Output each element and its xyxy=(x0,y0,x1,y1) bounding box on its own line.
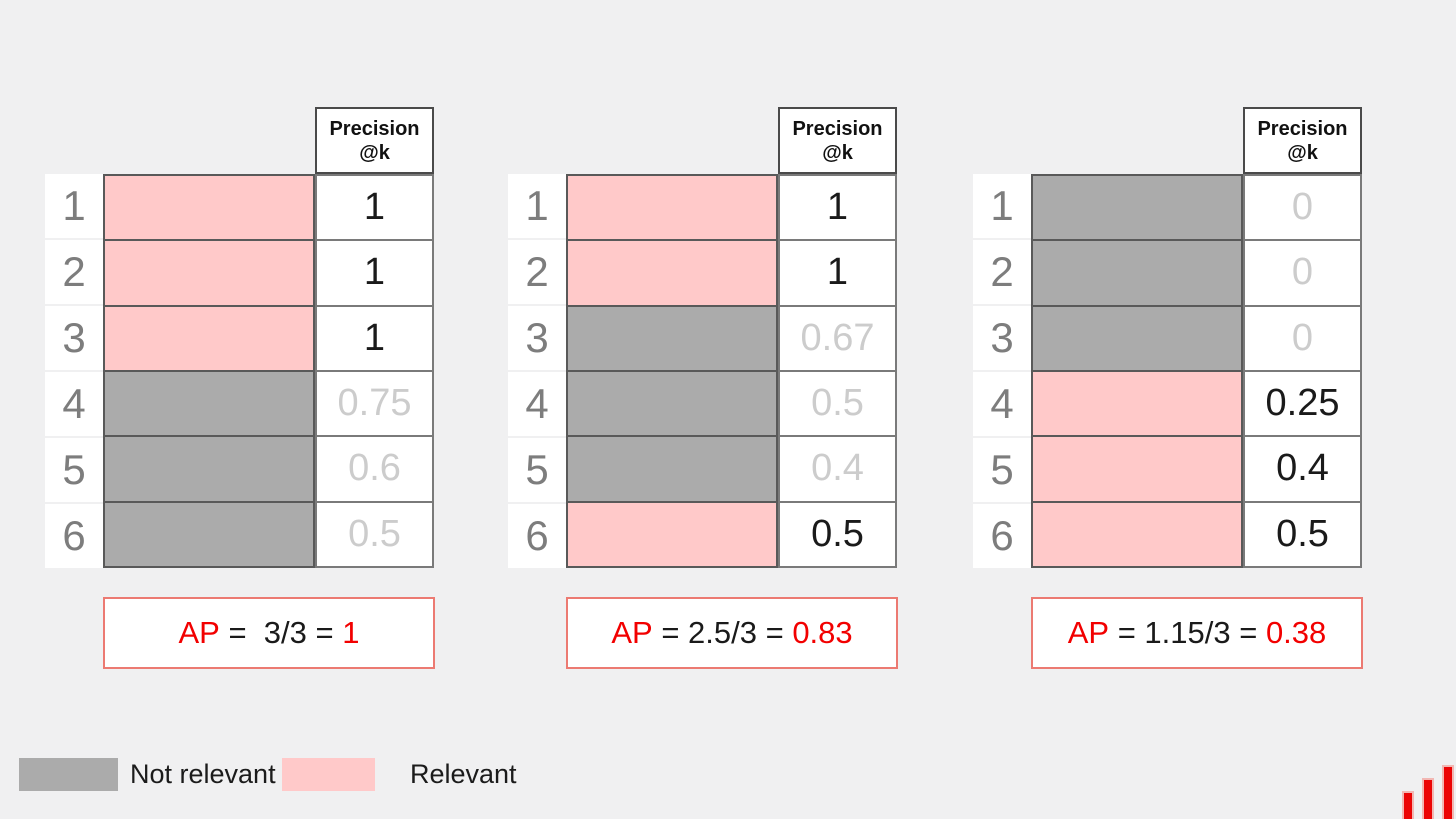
precision-header: Precision @k xyxy=(315,107,434,174)
precision-value: 0.5 xyxy=(811,512,864,555)
precision-header-line2: @k xyxy=(822,141,853,164)
precision-value: 1 xyxy=(317,241,432,307)
precision-column: 1 1 1 0.75 0.6 0.5 xyxy=(315,174,434,568)
rank-column: 1 2 3 4 5 6 xyxy=(508,174,566,568)
rank-cell: 2 xyxy=(508,240,566,306)
rank-cell: 4 xyxy=(973,372,1031,438)
precision-value: 1 xyxy=(317,176,432,242)
relevance-bar xyxy=(105,371,313,438)
rank-cell: 1 xyxy=(973,174,1031,240)
ranking-table-1: Precision @k 1 2 3 4 5 6 1 1 1 0.75 0.6 … xyxy=(45,107,435,682)
not-relevant-label: Not relevant xyxy=(130,759,276,789)
rank-cell: 4 xyxy=(45,372,103,438)
rank-cell: 4 xyxy=(508,372,566,438)
rank-cell: 3 xyxy=(973,306,1031,372)
relevance-column xyxy=(566,174,778,568)
precision-header-line2: @k xyxy=(359,141,390,164)
relevance-bar xyxy=(105,306,313,372)
precision-column: 1 1 0.67 0.5 0.4 0.5 xyxy=(778,174,897,568)
relevance-bar xyxy=(568,502,776,566)
precision-value: 0.5 xyxy=(1276,512,1329,555)
relevance-bar xyxy=(568,306,776,372)
precision-header: Precision @k xyxy=(778,107,897,174)
precision-value: 1 xyxy=(780,176,895,242)
ap-equation: = 1.15/3 = xyxy=(1109,615,1266,650)
ap-formula-box: AP = 2.5/3 = 0.83 xyxy=(566,597,898,669)
precision-value: 0.6 xyxy=(317,437,432,503)
relevance-bar xyxy=(105,241,313,307)
precision-header: Precision @k xyxy=(1243,107,1362,174)
precision-value: 0.4 xyxy=(780,437,895,503)
relevance-bar xyxy=(105,437,313,503)
precision-value: 1 xyxy=(317,307,432,372)
rank-column: 1 2 3 4 5 6 xyxy=(45,174,103,568)
ap-formula-box: AP = 1.15/3 = 0.38 xyxy=(1031,597,1363,669)
precision-value: 0.5 xyxy=(348,512,401,555)
precision-value: 0 xyxy=(1245,241,1360,307)
precision-value: 1 xyxy=(780,241,895,307)
relevance-bar xyxy=(105,176,313,242)
not-relevant-swatch xyxy=(19,758,118,791)
ap-result: 0.83 xyxy=(792,615,853,650)
relevance-bar xyxy=(1033,241,1241,307)
precision-header-line1: Precision xyxy=(329,117,420,140)
logo-bar-medium xyxy=(1422,778,1434,819)
ap-result: 1 xyxy=(342,615,360,650)
ap-formula-box: AP = 3/3 = 1 xyxy=(103,597,435,669)
precision-value: 0.4 xyxy=(1245,437,1360,503)
ranking-table-2: Precision @k 1 2 3 4 5 6 1 1 0.67 0.5 0.… xyxy=(508,107,898,682)
ap-equation: = 2.5/3 = xyxy=(652,615,793,650)
relevance-bar xyxy=(1033,306,1241,372)
relevance-bar xyxy=(1033,371,1241,438)
rank-cell: 6 xyxy=(45,504,103,568)
rank-cell: 3 xyxy=(508,306,566,372)
precision-column: 0 0 0 0.25 0.4 0.5 xyxy=(1243,174,1362,568)
ranking-table-3: Precision @k 1 2 3 4 5 6 0 0 0 0.25 0.4 … xyxy=(973,107,1363,682)
rank-cell: 2 xyxy=(45,240,103,306)
ap-label: AP xyxy=(611,615,653,650)
ap-label: AP xyxy=(1067,615,1110,650)
rank-cell: 1 xyxy=(508,174,566,240)
rank-cell: 2 xyxy=(973,240,1031,306)
legend: Not relevant Relevant xyxy=(19,758,559,791)
ap-result: 0.38 xyxy=(1265,615,1327,650)
relevance-bar xyxy=(1033,502,1241,566)
ap-equation: = 3/3 = xyxy=(219,615,343,650)
relevant-swatch xyxy=(282,758,375,791)
relevance-column xyxy=(103,174,315,568)
ap-label: AP xyxy=(178,615,220,650)
relevance-bar xyxy=(568,241,776,307)
precision-value: 0.5 xyxy=(780,372,895,438)
relevance-bar xyxy=(1033,176,1241,242)
relevant-label: Relevant xyxy=(410,759,517,789)
rank-cell: 6 xyxy=(973,504,1031,568)
logo-bar-large xyxy=(1442,765,1454,819)
precision-value: 0.25 xyxy=(1245,372,1360,438)
relevance-bar xyxy=(568,437,776,503)
precision-header-line1: Precision xyxy=(1257,117,1348,140)
rank-cell: 1 xyxy=(45,174,103,240)
relevance-bar xyxy=(568,176,776,242)
relevance-column xyxy=(1031,174,1243,568)
precision-value: 0 xyxy=(1245,176,1360,242)
rank-column: 1 2 3 4 5 6 xyxy=(973,174,1031,568)
rank-cell: 5 xyxy=(508,438,566,504)
relevance-bar xyxy=(1033,437,1241,503)
precision-value: 0 xyxy=(1245,307,1360,372)
rank-cell: 6 xyxy=(508,504,566,568)
rank-cell: 3 xyxy=(45,306,103,372)
precision-header-line2: @k xyxy=(1287,141,1318,164)
relevance-bar xyxy=(105,502,313,566)
logo-bar-small xyxy=(1402,791,1414,819)
precision-value: 0.75 xyxy=(317,372,432,438)
bar-chart-logo xyxy=(1402,763,1455,819)
precision-value: 0.67 xyxy=(780,307,895,372)
relevance-bar xyxy=(568,371,776,438)
rank-cell: 5 xyxy=(45,438,103,504)
rank-cell: 5 xyxy=(973,438,1031,504)
precision-header-line1: Precision xyxy=(792,117,883,140)
